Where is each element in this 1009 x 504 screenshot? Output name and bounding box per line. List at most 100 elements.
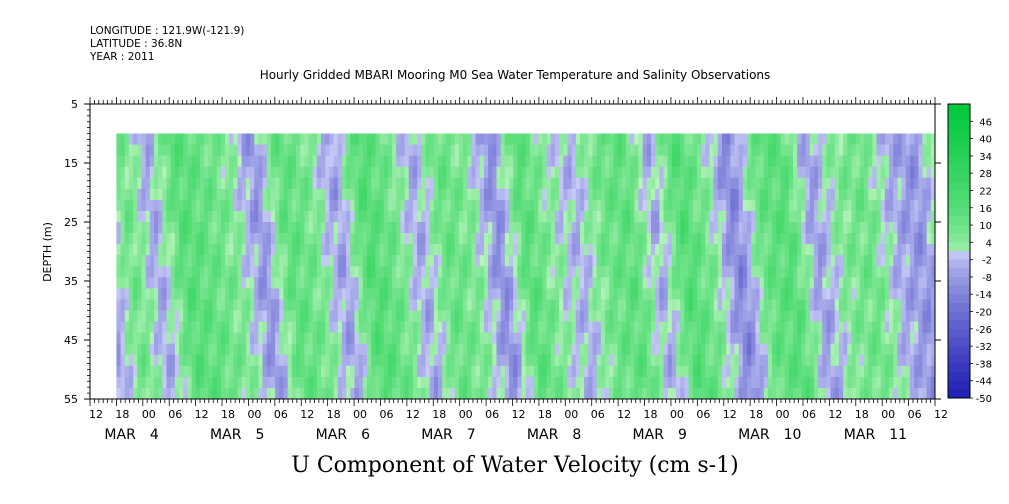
heatmap-cell	[128, 343, 134, 356]
heatmap-cell	[893, 310, 899, 323]
heatmap-cell	[367, 310, 372, 323]
heatmap-cell	[149, 277, 155, 289]
heatmap-cell	[759, 332, 765, 345]
heatmap-cell	[245, 376, 251, 389]
heatmap-cell	[550, 133, 556, 146]
heatmap-cell	[813, 376, 819, 389]
heatmap-cell	[158, 177, 163, 190]
heatmap-cell	[767, 188, 773, 201]
heatmap-cell	[554, 354, 560, 367]
heatmap-cell	[880, 321, 886, 334]
heatmap-cell	[216, 376, 222, 389]
heatmap-cell	[308, 376, 314, 389]
heatmap-cell	[346, 155, 351, 168]
heatmap-cell	[179, 166, 184, 179]
heatmap-cell	[592, 321, 598, 334]
heatmap-cell	[772, 144, 777, 157]
heatmap-cell	[529, 177, 535, 190]
heatmap-cell	[830, 199, 836, 212]
heatmap-cell	[212, 210, 218, 223]
heatmap-cell	[759, 343, 765, 356]
heatmap-cell	[738, 222, 744, 234]
heatmap-cell	[450, 233, 456, 245]
heatmap-cell	[463, 277, 468, 289]
heatmap-cell	[659, 233, 665, 245]
heatmap-cell	[400, 133, 406, 146]
heatmap-cell	[776, 332, 782, 345]
heatmap-cell	[483, 222, 489, 234]
heatmap-cell	[588, 310, 594, 323]
heatmap-cell	[287, 321, 293, 334]
heatmap-cell	[467, 299, 473, 312]
heatmap-cell	[717, 343, 723, 356]
heatmap-cell	[325, 255, 331, 267]
heatmap-cell	[220, 332, 226, 345]
heatmap-cell	[225, 133, 230, 146]
heatmap-cell	[337, 155, 343, 168]
heatmap-cell	[483, 321, 489, 334]
heatmap-cell	[454, 188, 460, 201]
heatmap-cell	[170, 177, 176, 190]
heatmap-cell	[834, 233, 840, 245]
heatmap-cell	[826, 343, 832, 356]
heatmap-cell	[717, 222, 723, 234]
heatmap-cell	[889, 244, 894, 256]
heatmap-cell	[822, 365, 828, 378]
heatmap-cell	[805, 210, 811, 223]
heatmap-cell	[584, 288, 589, 301]
heatmap-cell	[922, 376, 928, 389]
heatmap-cell	[233, 244, 239, 256]
heatmap-cell	[663, 210, 669, 223]
heatmap-cell	[475, 277, 481, 289]
heatmap-cell	[120, 288, 126, 301]
heatmap-cell	[362, 332, 368, 345]
heatmap-cell	[283, 166, 289, 179]
heatmap-cell	[914, 310, 919, 323]
heatmap-cell	[734, 299, 740, 312]
heatmap-cell	[300, 266, 305, 278]
heatmap-cell	[550, 266, 556, 278]
heatmap-cell	[696, 188, 702, 201]
heatmap-cell	[287, 332, 293, 345]
heatmap-cell	[692, 266, 698, 278]
heatmap-cell	[417, 277, 422, 289]
heatmap-cell	[793, 177, 798, 190]
heatmap-cell	[642, 277, 648, 289]
heatmap-cell	[191, 266, 197, 278]
heatmap-cell	[216, 244, 222, 256]
heatmap-cell	[446, 255, 452, 267]
heatmap-cell	[471, 244, 477, 256]
heatmap-cell	[158, 155, 163, 168]
heatmap-cell	[270, 299, 276, 312]
heatmap-cell	[275, 222, 280, 234]
heatmap-cell	[559, 222, 564, 234]
heatmap-cell	[304, 277, 310, 289]
heatmap-cell	[722, 288, 727, 301]
heatmap-cell	[855, 321, 861, 334]
heatmap-cell	[354, 199, 360, 212]
heatmap-cell	[897, 288, 903, 301]
heatmap-cell	[784, 277, 790, 289]
heatmap-cell	[918, 199, 924, 212]
heatmap-cell	[321, 266, 326, 278]
heatmap-cell	[705, 144, 711, 157]
heatmap-cell	[872, 376, 878, 389]
heatmap-cell	[726, 177, 731, 190]
heatmap-cell	[872, 222, 878, 234]
heatmap-cell	[588, 233, 594, 245]
heatmap-cell	[596, 332, 602, 345]
heatmap-cell	[442, 321, 447, 334]
heatmap-cell	[880, 365, 886, 378]
heatmap-cell	[751, 199, 757, 212]
heatmap-cell	[166, 177, 172, 190]
heatmap-cell	[580, 166, 585, 179]
heatmap-cell	[684, 144, 690, 157]
heatmap-cell	[772, 244, 777, 256]
heatmap-cell	[509, 376, 514, 389]
heatmap-cell	[250, 288, 255, 301]
heatmap-cell	[429, 155, 435, 168]
heatmap-cell	[642, 387, 648, 399]
heatmap-cell	[471, 321, 477, 334]
heatmap-cell	[538, 210, 544, 223]
heatmap-cell	[826, 144, 832, 157]
